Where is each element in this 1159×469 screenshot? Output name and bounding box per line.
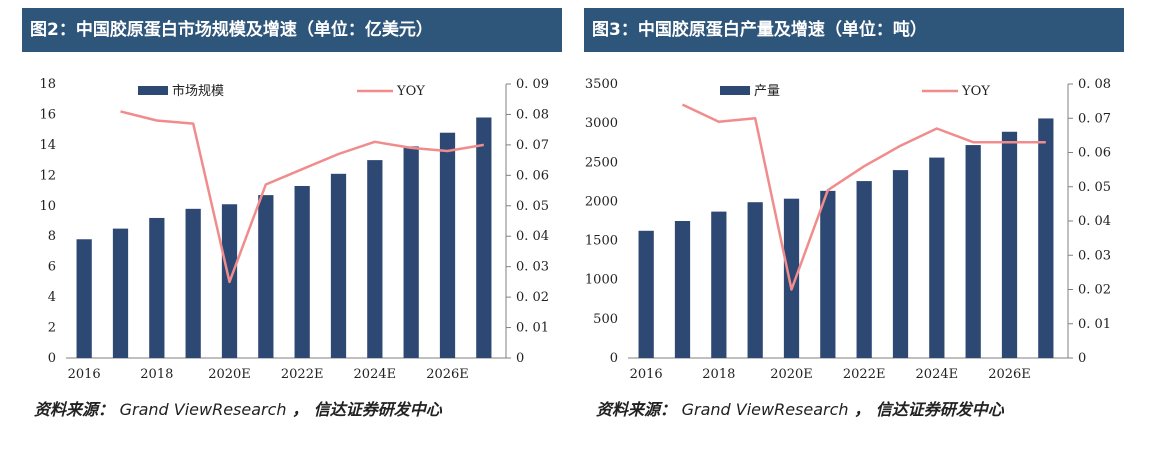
y2-tick-label: 0. 09: [516, 77, 549, 92]
y-tick-label: 12: [39, 168, 56, 183]
y2-tick-label: 0. 07: [516, 138, 549, 153]
x-tick-label: 2020E: [208, 367, 251, 382]
y-tick-label: 8: [48, 229, 56, 244]
y-tick-label: 14: [39, 138, 56, 153]
bar: [856, 181, 872, 358]
y2-tick-label: 0. 05: [516, 199, 549, 214]
x-tick-label: 2022E: [843, 367, 886, 382]
chart-title: 图3：中国胶原蛋白产量及增速（单位：吨）: [584, 8, 1124, 52]
source-company: Grand ViewResearch: [119, 400, 287, 419]
y-tick-label: 3000: [585, 116, 618, 131]
x-tick-label: 2026E: [426, 367, 469, 382]
y2-tick-label: 0. 03: [1078, 248, 1111, 263]
y-tick-label: 0: [48, 351, 56, 366]
legend-label-bar: 市场规模: [172, 83, 224, 99]
y-tick-label: 500: [593, 312, 618, 327]
chart-title: 图2：中国胶原蛋白市场规模及增速（单位：亿美元）: [22, 8, 562, 52]
y-tick-label: 1500: [585, 234, 618, 249]
bar: [112, 228, 129, 358]
bar: [330, 173, 347, 358]
y2-tick-label: 0. 04: [1078, 214, 1111, 229]
bar: [403, 146, 419, 358]
source-label: 资料来源：: [34, 400, 115, 419]
y2-tick-label: 0. 02: [516, 290, 549, 305]
y2-tick-label: 0: [516, 351, 524, 366]
y-tick-label: 6: [48, 260, 56, 275]
bar: [892, 170, 909, 358]
y-tick-label: 0: [610, 351, 618, 366]
y-tick-label: 18: [39, 77, 56, 92]
source-separator: ，: [854, 400, 871, 419]
x-tick-label: 2018: [140, 367, 173, 382]
bar: [929, 157, 945, 358]
y-tick-label: 16: [39, 107, 56, 122]
legend-label-line: YOY: [961, 84, 990, 99]
bar: [820, 190, 836, 358]
y-tick-label: 2500: [585, 155, 618, 170]
legend-swatch-bar: [138, 86, 168, 95]
source-company: Grand ViewResearch: [681, 400, 849, 419]
source-separator: ，: [292, 400, 309, 419]
y2-tick-label: 0. 06: [516, 168, 549, 183]
y2-tick-label: 0. 03: [516, 260, 549, 275]
y-tick-label: 10: [39, 199, 56, 214]
legend-swatch-bar: [720, 86, 750, 95]
source-note: 资料来源： Grand ViewResearch ， 信达证券研发中心: [34, 396, 442, 420]
bar: [711, 211, 727, 358]
chart-panel-production: 图3：中国胶原蛋白产量及增速（单位：吨） 0 500 1000 1500 2000 250…: [584, 8, 1124, 420]
source-note: 资料来源： Grand ViewResearch ， 信达证券研发中心: [596, 396, 1004, 420]
y-tick-label: 2000: [585, 194, 618, 209]
bar: [439, 132, 456, 358]
bar: [1038, 118, 1054, 358]
bar: [638, 230, 654, 358]
market-size-chart: 0 2 4 6 8 10 12 14 16 18 0 0. 01 0. 02 0. 03 0. 04 0. 0…: [39, 77, 549, 382]
bar: [965, 145, 981, 358]
legend-label-line: YOY: [396, 84, 425, 99]
x-tick-label: 2024E: [354, 367, 397, 382]
y2-tick-label: 0. 07: [1078, 111, 1111, 126]
x-tick-label: 2026E: [988, 367, 1031, 382]
yoy-line: [120, 110, 485, 284]
y2-tick-label: 0. 01: [516, 321, 549, 336]
bar: [367, 160, 383, 358]
bar: [674, 221, 691, 358]
y-tick-label: 3500: [585, 77, 618, 92]
source-tail: 信达证券研发中心: [875, 400, 1004, 419]
bar: [476, 117, 492, 358]
chart-panel-market-size: 图2：中国胶原蛋白市场规模及增速（单位：亿美元） 0 2 4 6 8 10 12 14 16 18…: [22, 8, 562, 420]
x-tick-label: 2022E: [281, 367, 324, 382]
production-chart: 0 500 1000 1500 2000 2500 3000 3500 0 0. 01 0. 02 0…: [585, 77, 1111, 382]
bar: [258, 195, 274, 358]
y2-tick-label: 0. 08: [516, 107, 549, 122]
bar: [294, 185, 310, 358]
y-tick-label: 2: [48, 321, 56, 336]
yoy-line: [681, 103, 1046, 291]
x-tick-label: 2020E: [770, 367, 813, 382]
source-tail: 信达证券研发中心: [313, 400, 442, 419]
bar: [185, 208, 201, 358]
bar: [76, 239, 92, 358]
y2-tick-label: 0. 02: [1078, 283, 1111, 298]
legend-label-bar: 产量: [754, 84, 780, 99]
bar: [1001, 131, 1018, 358]
y-tick-label: 4: [48, 290, 56, 305]
y2-tick-label: 0. 04: [516, 229, 549, 244]
y2-tick-label: 0. 01: [1078, 317, 1111, 332]
x-tick-label: 2024E: [916, 367, 959, 382]
y2-tick-label: 0. 06: [1078, 146, 1111, 161]
y2-tick-label: 0. 05: [1078, 180, 1111, 195]
y-tick-label: 1000: [585, 273, 618, 288]
source-label: 资料来源：: [596, 400, 677, 419]
x-tick-label: 2018: [702, 367, 735, 382]
bar: [783, 198, 800, 358]
x-tick-label: 2016: [630, 367, 663, 382]
bar: [747, 202, 763, 358]
x-tick-label: 2016: [68, 367, 101, 382]
bar: [149, 217, 165, 358]
y2-tick-label: 0: [1078, 351, 1086, 366]
y2-tick-label: 0. 08: [1078, 77, 1111, 92]
